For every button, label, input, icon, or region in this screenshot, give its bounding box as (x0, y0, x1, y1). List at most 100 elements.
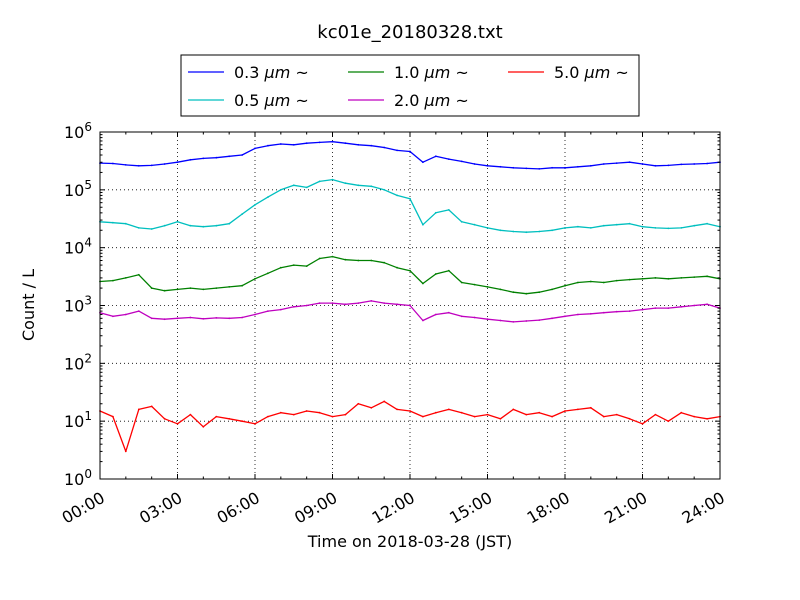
data-point (577, 225, 579, 228)
data-point (422, 319, 424, 322)
data-point (499, 288, 502, 291)
data-point (434, 313, 437, 316)
data-point (215, 317, 218, 319)
data-point (473, 283, 476, 286)
data-point (396, 149, 398, 152)
data-point (318, 141, 321, 144)
data-point (112, 415, 114, 418)
data-point (137, 408, 140, 411)
data-point (292, 413, 295, 416)
data-point (279, 411, 282, 414)
data-point (628, 278, 631, 281)
y-tick-label: 104 (64, 236, 92, 258)
data-point (654, 277, 657, 279)
data-point (176, 317, 179, 320)
data-point (589, 406, 592, 409)
data-point (202, 425, 205, 428)
data-point (680, 411, 683, 414)
data-point (654, 307, 657, 309)
data-point (241, 154, 244, 156)
data-point (654, 164, 657, 167)
data-point (577, 165, 579, 168)
data-point (344, 258, 347, 261)
data-point (447, 408, 450, 411)
data-point (525, 320, 528, 322)
data-point (602, 281, 605, 284)
data-point (486, 318, 489, 321)
data-point (525, 167, 528, 170)
data-point (577, 281, 579, 284)
data-point (473, 163, 476, 165)
data-point (370, 406, 373, 409)
data-point (589, 312, 592, 315)
x-tick-label: 21:00 (601, 488, 650, 528)
data-point (228, 222, 231, 225)
data-point (486, 164, 489, 167)
data-point (189, 316, 192, 319)
data-point (499, 319, 502, 322)
data-point (396, 266, 398, 269)
y-tick-label: 103 (64, 294, 92, 316)
data-point (667, 227, 670, 230)
data-point (267, 415, 269, 418)
data-point (486, 286, 489, 288)
data-point (512, 321, 515, 323)
data-point (551, 166, 553, 169)
data-point (202, 317, 205, 320)
data-point (112, 279, 114, 282)
data-point (447, 209, 450, 211)
data-point (305, 410, 308, 412)
y-tick-labels: 100 101 102 103 104 105 106 (64, 120, 92, 489)
data-point (615, 310, 618, 313)
data-point (254, 277, 256, 280)
y-axis-label: Count / L (19, 269, 38, 341)
data-point (706, 303, 708, 306)
data-point (641, 277, 644, 280)
data-point (137, 164, 140, 167)
data-point (241, 284, 244, 287)
data-point (706, 222, 708, 225)
data-point (202, 157, 205, 160)
data-point (189, 224, 192, 227)
data-point (615, 279, 618, 282)
data-point (434, 155, 437, 158)
data-point (680, 277, 683, 279)
data-point (512, 166, 515, 169)
data-point (150, 405, 153, 408)
data-point (383, 188, 386, 191)
data-point (693, 163, 696, 165)
data-point (538, 319, 541, 321)
x-tick-label: 18:00 (524, 488, 573, 528)
data-point (344, 182, 347, 185)
data-point (551, 415, 553, 418)
data-point (602, 311, 605, 314)
data-point (473, 415, 476, 418)
data-point (215, 224, 218, 227)
data-point (189, 287, 192, 289)
data-point (680, 163, 683, 166)
legend-label: 1.0 μm ~ (394, 63, 469, 82)
data-point (422, 161, 424, 164)
data-point (331, 178, 334, 181)
data-point (693, 304, 696, 307)
data-point (318, 180, 321, 183)
data-point (680, 305, 683, 308)
data-point (525, 413, 528, 416)
data-point (589, 280, 592, 283)
data-point (241, 420, 244, 423)
data-point (112, 315, 114, 318)
data-point (357, 143, 360, 146)
data-point (538, 230, 541, 233)
data-point (163, 318, 166, 321)
legend-label: 5.0 μm ~ (554, 63, 629, 82)
data-point (460, 160, 463, 163)
y-tick-label: 106 (64, 120, 92, 142)
data-point (370, 259, 373, 262)
data-point (383, 302, 386, 304)
x-tick-label: 15:00 (446, 488, 495, 528)
data-point (137, 310, 140, 312)
data-point (267, 310, 269, 312)
data-point (305, 304, 308, 307)
legend-label: 0.5 μm ~ (234, 91, 309, 110)
